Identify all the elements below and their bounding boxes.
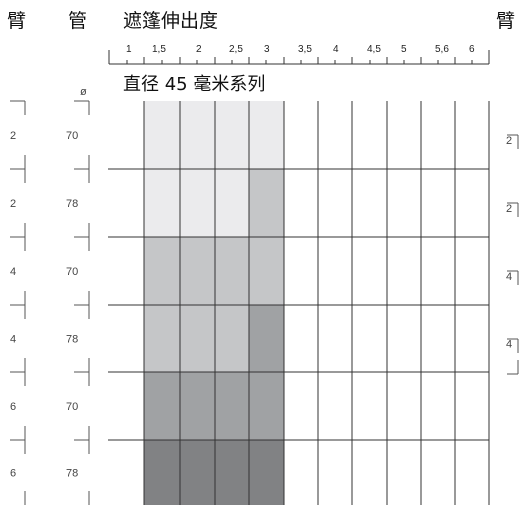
shaded-cell: [215, 237, 249, 305]
extension-tick-label: 1: [126, 44, 132, 55]
arm-header-left: 臂: [7, 10, 26, 32]
extension-ruler: 1 1,5 2 2,5 3 3,5 4 4,5 5 5,6 6: [108, 44, 490, 65]
tube-diameter-label: 78: [66, 468, 78, 480]
shaded-cells: [144, 101, 284, 505]
arm-header-right: 臂: [496, 10, 515, 32]
tube-header: 管: [68, 10, 87, 32]
shaded-cell: [180, 101, 215, 169]
shaded-cell: [215, 305, 249, 372]
arm-count-label: 4: [10, 334, 16, 346]
grid-lines: [108, 101, 490, 505]
shaded-cell: [180, 305, 215, 372]
arm-count-label: 6: [10, 401, 16, 413]
extension-tick-label: 2,5: [229, 44, 243, 55]
extension-tick-label: 2: [196, 44, 202, 55]
shaded-cell: [144, 237, 180, 305]
shaded-cell: [180, 169, 215, 237]
arm-count-label: 6: [10, 468, 16, 480]
shaded-cell: [249, 440, 284, 505]
shaded-cell: [215, 101, 249, 169]
shaded-cell: [144, 440, 180, 505]
row-labels: 2 70 2 2 78 2 4 70 4 4 78 4 6 70 6 78: [10, 100, 519, 505]
tube-diameter-label: 78: [66, 334, 78, 346]
shaded-cell: [144, 169, 180, 237]
extension-tick-label: 3: [264, 44, 270, 55]
extension-tick-label: 5,6: [435, 44, 449, 55]
right-arm-count-label: 4: [506, 339, 512, 351]
shaded-cell: [249, 169, 284, 237]
shaded-cell: [215, 169, 249, 237]
diameter-symbol: ø: [80, 86, 87, 98]
shaded-cell: [144, 305, 180, 372]
tube-diameter-label: 70: [66, 401, 78, 413]
shaded-cell: [215, 440, 249, 505]
shaded-cell: [249, 305, 284, 372]
right-arm-count-label: 2: [506, 135, 512, 147]
shaded-cell: [249, 237, 284, 305]
tube-diameter-label: 70: [66, 130, 78, 142]
shaded-cell: [249, 372, 284, 440]
extension-header: 遮篷伸出度: [123, 10, 218, 32]
shaded-cell: [215, 372, 249, 440]
shaded-cell: [180, 372, 215, 440]
extension-tick-label: 6: [469, 44, 475, 55]
right-arm-count-label: 4: [506, 271, 512, 283]
extension-tick-label: 1,5: [152, 44, 166, 55]
tube-diameter-label: 78: [66, 198, 78, 210]
shaded-cell: [180, 440, 215, 505]
extension-tick-label: 5: [401, 44, 407, 55]
right-arm-count-label: 2: [506, 203, 512, 215]
extension-tick-label: 3,5: [298, 44, 312, 55]
series-label: 直径 45 毫米系列: [123, 74, 265, 95]
extension-tick-label: 4,5: [367, 44, 381, 55]
tube-diameter-label: 70: [66, 266, 78, 278]
arm-count-label: 4: [10, 266, 16, 278]
arm-count-label: 2: [10, 130, 16, 142]
arm-count-label: 2: [10, 198, 16, 210]
shaded-cell: [180, 237, 215, 305]
shaded-cell: [144, 101, 180, 169]
extension-tick-label: 4: [333, 44, 339, 55]
shaded-cell: [249, 101, 284, 169]
shaded-cell: [144, 372, 180, 440]
